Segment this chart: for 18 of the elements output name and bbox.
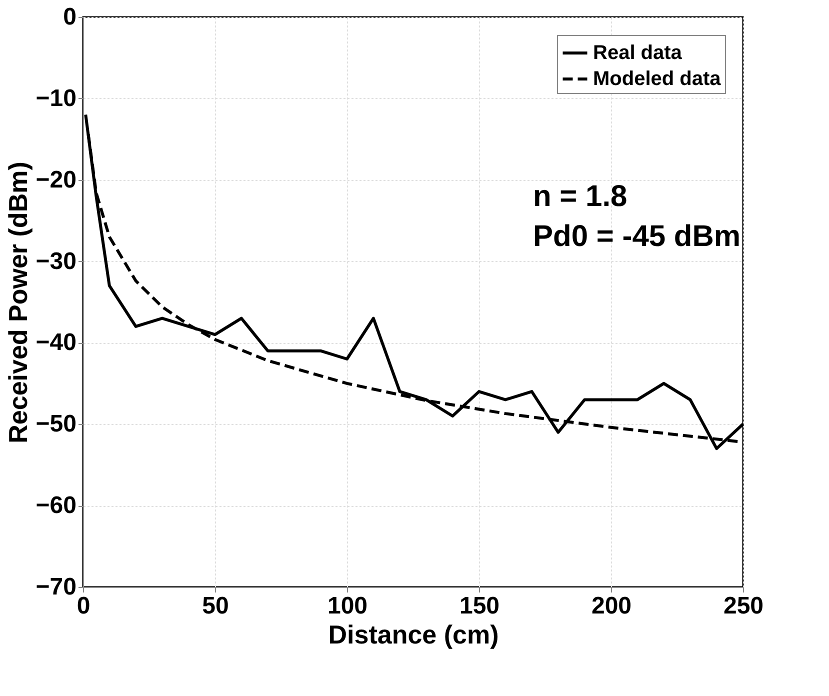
y-tick-label: −70 (36, 574, 76, 600)
y-tick-label: −60 (36, 492, 76, 520)
x-tick-label: 50 (202, 592, 229, 620)
x-axis-title: Distance (cm) (328, 620, 499, 650)
x-tick-label: 200 (591, 592, 632, 620)
x-tick-label: 150 (459, 592, 500, 620)
y-tick-label: −30 (36, 248, 76, 275)
y-tick-label: −10 (36, 84, 76, 112)
legend-label: Modeled data (593, 68, 722, 90)
y-tick-label: −40 (36, 329, 76, 356)
legend-label: Real data (593, 42, 683, 64)
x-tick-label: 250 (723, 592, 764, 620)
x-tick-label: 100 (327, 592, 368, 620)
y-tick-label: −50 (36, 410, 76, 438)
y-axis-title: Received Power (dBm) (2, 162, 33, 444)
annotation: n = 1.8 Pd0 = -45 dBm (533, 180, 741, 253)
y-tick-label: −20 (36, 166, 76, 194)
y-tick-label: 0 (63, 4, 76, 30)
